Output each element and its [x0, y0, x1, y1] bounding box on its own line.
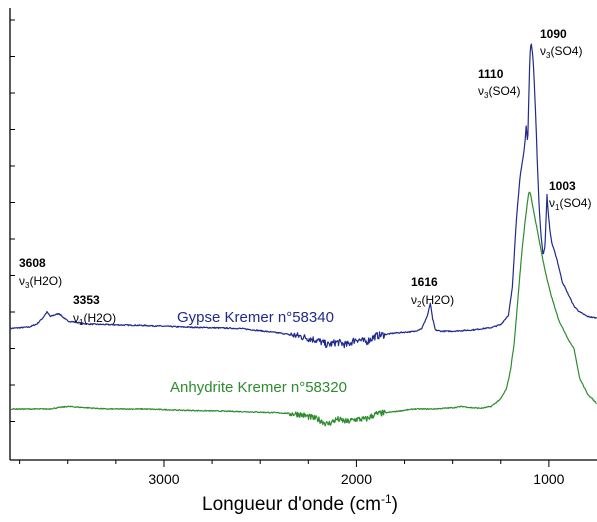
- peak-wavenumber: 3608: [19, 256, 46, 270]
- x-axis-title-main: Longueur d'onde (cm: [202, 494, 381, 515]
- x-ticks: 3000 2000 1000: [19, 460, 565, 487]
- peak-assignment-group: (H2O): [421, 293, 454, 307]
- peak-assignment: ν2(H2O): [411, 293, 454, 309]
- x-tick-label: 1000: [533, 471, 564, 487]
- peak-assignment-symbol: ν: [478, 84, 484, 98]
- peak-assignment-symbol: ν: [549, 196, 555, 210]
- peak-wavenumber: 1090: [540, 27, 567, 41]
- x-axis-title-sup: -1: [381, 492, 392, 506]
- peak-assignment-sub: 3: [25, 281, 30, 290]
- x-axis-title-close: ): [392, 494, 398, 515]
- x-axis-title: Longueur d'onde (cm-1): [202, 492, 398, 515]
- peak-wavenumber: 1616: [411, 275, 438, 289]
- x-tick-label: 2000: [341, 471, 372, 487]
- peak-annotation-1003: 1003 ν1(SO4): [549, 179, 591, 212]
- peak-assignment-sub: 2: [417, 300, 422, 309]
- series-line-anhydrite: [9, 191, 597, 427]
- peak-annotation-1090: 1090 ν3(SO4): [540, 27, 582, 60]
- peak-assignment-group: (SO4): [488, 84, 520, 98]
- peak-assignment-group: (SO4): [550, 44, 582, 58]
- peak-assignment-group: (H2O): [83, 311, 116, 325]
- peak-assignment-sub: 1: [79, 318, 84, 327]
- peak-assignment: ν1(SO4): [549, 196, 591, 212]
- peak-assignment-sub: 3: [546, 51, 551, 60]
- peak-wavenumber: 1110: [478, 67, 504, 81]
- peak-annotation-1616: 1616 ν2(H2O): [411, 275, 454, 309]
- series-label-anhydrite: Anhydrite Kremer n°58320: [170, 379, 347, 396]
- peak-assignment-symbol: ν: [19, 274, 25, 288]
- peak-assignment: ν3(H2O): [19, 274, 62, 290]
- series-line-gypse: [9, 43, 597, 349]
- peak-assignment-group: (SO4): [559, 196, 591, 210]
- peak-wavenumber: 1003: [549, 179, 576, 193]
- peak-assignment-symbol: ν: [540, 44, 546, 58]
- peak-annotation-3353: 3353 ν1(H2O): [73, 293, 116, 327]
- peak-assignment: ν3(SO4): [540, 44, 582, 60]
- series-label-gypse: Gypse Kremer n°58340: [177, 309, 334, 326]
- peak-assignment: ν3(SO4): [478, 84, 520, 100]
- peak-assignment-group: (H2O): [29, 274, 62, 288]
- peak-assignment-sub: 1: [555, 203, 560, 212]
- peak-assignment: ν1(H2O): [73, 311, 116, 327]
- x-tick-label: 3000: [148, 471, 179, 487]
- peak-assignment-symbol: ν: [411, 293, 417, 307]
- peak-assignment-symbol: ν: [73, 311, 79, 325]
- peak-annotation-3608: 3608 ν3(H2O): [19, 256, 62, 290]
- y-ticks: [10, 19, 15, 422]
- peak-annotation-1110: 1110 ν3(SO4): [478, 67, 520, 100]
- peak-wavenumber: 3353: [73, 293, 100, 307]
- peak-annotations: 3608ν3(H2O)3353ν1(H2O)1616ν2(H2O)1110ν3(…: [19, 27, 591, 327]
- series-layer: [9, 43, 597, 427]
- peak-assignment-sub: 3: [484, 91, 489, 100]
